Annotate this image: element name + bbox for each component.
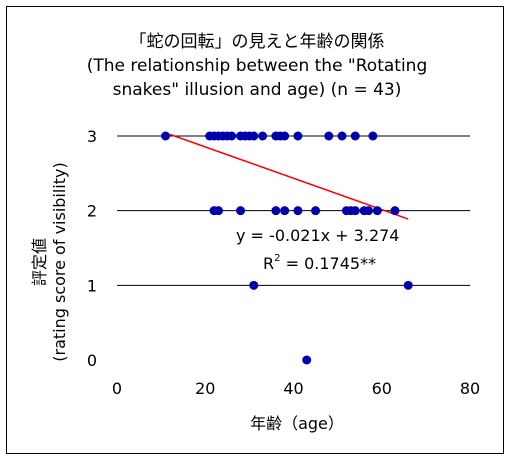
data-point	[324, 131, 334, 141]
y-tick-label: 3	[87, 127, 97, 146]
data-point	[213, 206, 223, 216]
y-axis-label-line-1: 評定値	[30, 237, 49, 287]
y-tick-label: 2	[87, 202, 97, 221]
data-point	[372, 206, 382, 216]
title-line-1: 「蛇の回転」の見えと年齢の関係	[129, 32, 385, 52]
data-point	[293, 206, 303, 216]
title-line-2: (The relationship between the "Rotating	[86, 56, 428, 76]
data-point	[236, 206, 246, 216]
regression-equation: y = -0.021x + 3.274	[236, 226, 400, 245]
data-point	[390, 206, 400, 216]
y-axis-label-line-2: (rating score of visibility)	[50, 162, 69, 362]
x-tick-label: 20	[195, 379, 215, 398]
y-tick-label: 0	[87, 351, 97, 370]
x-axis-label: 年齢（age）	[250, 414, 344, 433]
x-tick-label: 40	[283, 379, 303, 398]
data-point	[249, 131, 259, 141]
title-line-3: snakes" illusion and age) (n = 43)	[112, 80, 402, 100]
data-point	[403, 280, 413, 290]
data-point	[368, 131, 378, 141]
r2-value: = 0.1745**	[280, 254, 377, 273]
data-point	[227, 131, 237, 141]
data-point	[271, 206, 281, 216]
trendline	[169, 133, 409, 220]
data-point	[293, 131, 303, 141]
r2-superscript: 2	[274, 253, 281, 264]
x-tick-label: 60	[372, 379, 392, 398]
r-squared-label: R2 = 0.1745**	[263, 253, 376, 273]
data-point	[364, 206, 374, 216]
r2-prefix: R	[263, 254, 275, 273]
y-axis-label: 評定値 (rating score of visibility)	[30, 162, 70, 361]
data-point	[280, 206, 290, 216]
data-point	[311, 206, 321, 216]
x-tick-label: 0	[112, 379, 122, 398]
data-point	[302, 355, 312, 365]
chart-frame	[6, 6, 504, 454]
y-tick-label: 1	[87, 276, 97, 295]
data-point	[337, 131, 347, 141]
data-point	[258, 131, 268, 141]
data-point	[161, 131, 171, 141]
x-tick-label: 80	[460, 379, 480, 398]
chart-title: 「蛇の回転」の見えと年齢の関係 (The relationship betwee…	[0, 30, 514, 102]
data-point	[249, 280, 259, 290]
data-point	[280, 131, 290, 141]
data-point	[350, 131, 360, 141]
data-point	[350, 206, 360, 216]
